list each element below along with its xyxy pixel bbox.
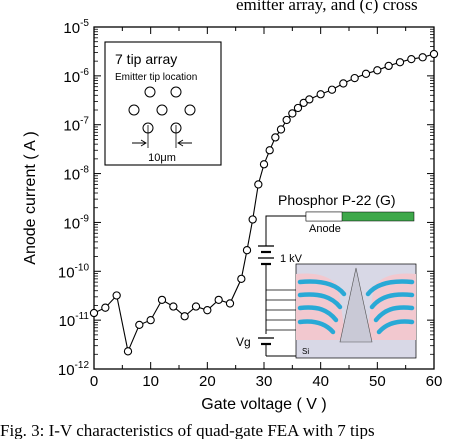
emitter-tip-marker [156,104,168,116]
voltage-label: 1 kV [280,253,303,265]
series-points [89,49,439,356]
data-point [384,61,393,71]
y-tick-label: 10-12 [58,360,90,379]
x-tick-label: 60 [426,373,443,390]
data-point [123,347,133,356]
dimension-arrow [177,139,192,147]
data-point [339,79,348,88]
data-point [316,90,325,99]
anode-bar-highlight [305,211,343,222]
data-point [350,73,359,83]
substrate-label: Si [302,347,309,356]
data-point [429,49,439,59]
data-point [225,299,235,308]
gate-electrode-left [297,305,339,323]
array-inset-frame [104,41,222,166]
dimension-label: 10μm [148,152,176,164]
y-axis: 10-5 10-6 10-7 10-8 10-9 10-10 10-11 10-12 [58,18,434,379]
gate-electrode-right [369,292,415,310]
x-tick-label: 20 [199,373,216,390]
data-point [214,295,223,305]
data-point [169,302,178,311]
gate-electrode-right [365,279,415,297]
y-tick-label: 10-7 [63,116,89,135]
data-point [180,312,189,321]
data-point [305,95,314,104]
array-inset-title: 7 tip array [115,51,177,67]
data-point [407,54,416,64]
y-axis-label: Anode current ( A ) [22,131,39,264]
x-tick-label: 30 [256,373,273,390]
x-tick-label: 40 [312,373,329,390]
device-schematic: Phosphor P-22 (G) Anode 1 kV Vg Si [236,192,417,359]
y-tick-label: 10-6 [63,67,89,86]
gate-electrode-right [376,319,415,335]
data-point [418,53,427,62]
data-point [146,315,155,325]
gate-electrodes [297,279,415,335]
emitter-tip-marker [128,104,140,116]
emitter-tip [339,267,373,343]
gate-electrode-right [373,305,415,323]
data-point [361,69,371,78]
gate-electrode-left [297,279,347,297]
gate-voltage-label: Vg [236,335,251,349]
x-tick-label: 0 [90,373,98,390]
data-point [112,291,121,300]
data-point [395,58,405,67]
anode-label: Anode [309,223,341,235]
emitter-tip-marker [170,86,182,98]
top-caption: emitter array, and (c) cross [236,0,418,14]
x-tick-label: 10 [142,373,159,390]
data-point [276,125,286,134]
data-point [135,320,144,330]
x-axis-label: Gate voltage ( V ) [201,396,326,413]
phosphor-label: Phosphor P-22 (G) [278,192,396,208]
y-tick-label: 10-5 [63,18,89,37]
data-point [288,109,297,118]
data-point [101,303,110,312]
data-point [373,66,382,75]
y-tick-label: 10-8 [63,165,89,184]
data-point [191,302,201,311]
data-point [242,246,252,255]
emitter-tip-marker [184,104,196,116]
data-point [282,115,291,125]
data-point [248,215,257,224]
array-inset-subtitle: Emitter tip location [115,72,197,83]
y-tick-label: 10-11 [59,311,90,330]
figure-caption: Fig. 3: I-V characteristics of quad-gate… [0,421,375,439]
dimension-arrow [132,139,147,147]
data-point [89,308,99,318]
data-point [203,306,212,315]
y-tick-label: 10-9 [63,213,89,232]
emitter-tip-marker [144,86,156,98]
x-tick-label: 50 [369,373,386,390]
anode-wire [265,215,306,246]
data-point [271,133,280,142]
x-axis: 0 10 20 30 40 50 60 [90,27,443,390]
gate-electrode-left [297,319,336,335]
data-point [265,146,274,155]
y-tick-label: 10-10 [58,262,90,281]
chart: 0 10 20 30 40 50 60 10-510-610-710-810-910-101… [22,18,442,413]
array-inset: 7 tip array Emitter tip location 10μm [104,41,222,166]
data-point [259,160,269,169]
gate-electrode-left [297,292,343,310]
data-point [157,295,167,305]
data-point [327,85,337,94]
data-point [254,180,263,189]
data-point [293,103,303,113]
data-point [237,274,246,284]
